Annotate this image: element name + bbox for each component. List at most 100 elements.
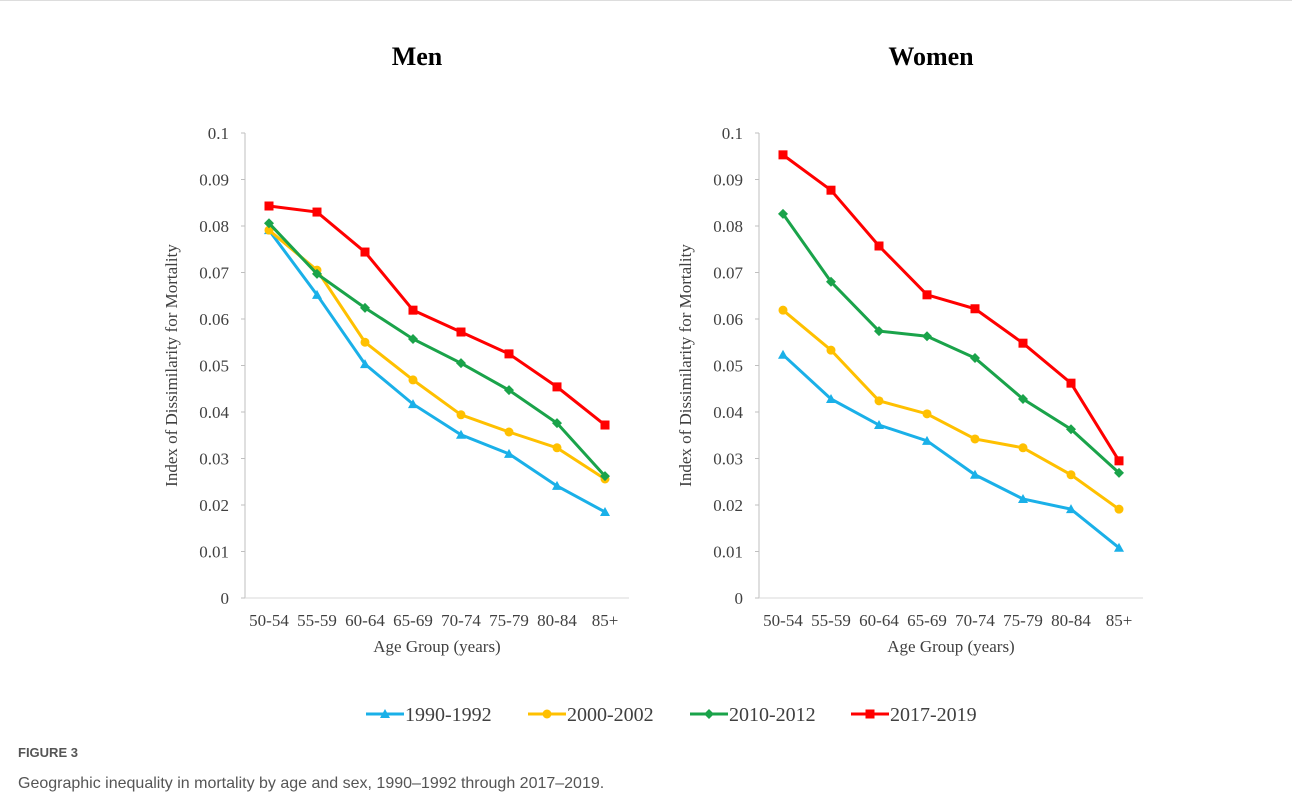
y-tick-label: 0.06 xyxy=(713,310,743,329)
x-tick-label: 55-59 xyxy=(811,611,851,630)
marker xyxy=(922,409,932,419)
marker xyxy=(456,410,466,420)
marker xyxy=(504,385,514,396)
marker xyxy=(264,201,274,211)
y-tick-label: 0 xyxy=(735,589,744,608)
marker xyxy=(1066,424,1076,435)
marker xyxy=(600,420,610,430)
chart: Men 0 0.01 0.02 0.03 0.04 0.05 0.06 0.07 0.08 0.09… xyxy=(162,42,1143,726)
series-line xyxy=(782,153,1121,462)
y-tick-label: 0.03 xyxy=(199,450,229,469)
marker xyxy=(504,448,514,458)
marker xyxy=(778,305,788,315)
y-tick-label: 0 xyxy=(221,589,230,608)
marker xyxy=(408,305,418,315)
chart-title: Women xyxy=(888,42,974,71)
marker xyxy=(542,709,552,719)
marker xyxy=(552,480,562,490)
y-tick-label: 0.04 xyxy=(713,403,743,422)
y-tick-label: 0.08 xyxy=(199,217,229,236)
marker xyxy=(778,150,788,160)
marker xyxy=(970,469,980,479)
marker xyxy=(922,331,932,342)
marker xyxy=(360,359,370,369)
y-tick-label: 0.05 xyxy=(199,357,229,376)
marker xyxy=(408,399,418,409)
y-tick-label: 0.07 xyxy=(199,264,229,283)
marker xyxy=(1018,443,1028,453)
series-line xyxy=(268,229,606,481)
legend-label: 2000-2002 xyxy=(567,704,654,726)
series-line xyxy=(268,204,606,427)
marker xyxy=(360,302,370,313)
marker xyxy=(778,349,788,359)
x-tick-label: 75-79 xyxy=(489,611,529,630)
marker xyxy=(264,218,274,229)
x-tick-label: 65-69 xyxy=(907,611,947,630)
marker xyxy=(778,208,788,219)
marker xyxy=(874,326,884,337)
marker xyxy=(826,185,836,195)
series-line xyxy=(781,353,1120,549)
figure-label: FIGURE 3 xyxy=(18,745,78,760)
marker xyxy=(408,375,418,385)
series-line xyxy=(782,309,1120,511)
series-line xyxy=(267,222,607,478)
x-axis-label: Age Group (years) xyxy=(373,637,500,656)
y-tick-label: 0.05 xyxy=(713,357,743,376)
marker xyxy=(970,434,980,444)
marker xyxy=(1114,504,1124,514)
marker xyxy=(312,289,322,299)
marker xyxy=(1018,338,1028,348)
marker xyxy=(1018,393,1028,404)
marker xyxy=(874,241,884,251)
y-tick-label: 0.08 xyxy=(713,217,743,236)
x-tick-label: 60-64 xyxy=(859,611,899,630)
marker xyxy=(1066,470,1076,480)
x-tick-label: 85+ xyxy=(592,611,619,630)
marker xyxy=(456,429,466,439)
marker xyxy=(1066,378,1076,388)
y-tick-label: 0.1 xyxy=(722,124,743,143)
marker xyxy=(312,207,322,217)
marker xyxy=(704,709,714,719)
x-tick-label: 60-64 xyxy=(345,611,385,630)
x-axis-label: Age Group (years) xyxy=(887,637,1014,656)
x-tick-label: 50-54 xyxy=(249,611,289,630)
marker xyxy=(922,435,932,445)
marker xyxy=(600,506,610,516)
x-tick-label: 55-59 xyxy=(297,611,337,630)
marker xyxy=(360,247,370,257)
marker xyxy=(826,345,836,355)
marker xyxy=(456,358,466,369)
marker xyxy=(408,333,418,344)
series-line xyxy=(267,229,606,514)
marker xyxy=(360,337,370,347)
marker xyxy=(600,471,610,482)
marker xyxy=(552,382,562,392)
y-tick-label: 0.02 xyxy=(199,496,229,515)
x-tick-label: 65-69 xyxy=(393,611,433,630)
y-tick-label: 0.1 xyxy=(208,124,229,143)
marker xyxy=(970,353,980,364)
marker xyxy=(826,276,836,287)
marker xyxy=(970,304,980,314)
y-tick-label: 0.07 xyxy=(713,264,743,283)
marker xyxy=(552,418,562,429)
y-tick-label: 0.04 xyxy=(199,403,229,422)
marker xyxy=(312,268,322,279)
marker xyxy=(922,290,932,300)
marker xyxy=(1114,456,1124,466)
y-tick-label: 0.09 xyxy=(713,171,743,190)
marker xyxy=(865,709,875,719)
y-tick-label: 0.01 xyxy=(199,543,229,562)
legend-label: 2010-2012 xyxy=(729,704,816,726)
x-tick-label: 50-54 xyxy=(763,611,803,630)
y-tick-label: 0.01 xyxy=(713,543,743,562)
caption: Geographic inequality in mortality by ag… xyxy=(18,775,605,792)
marker xyxy=(874,420,884,430)
y-tick-label: 0.02 xyxy=(713,496,743,515)
marker xyxy=(456,327,466,337)
marker xyxy=(504,349,514,359)
